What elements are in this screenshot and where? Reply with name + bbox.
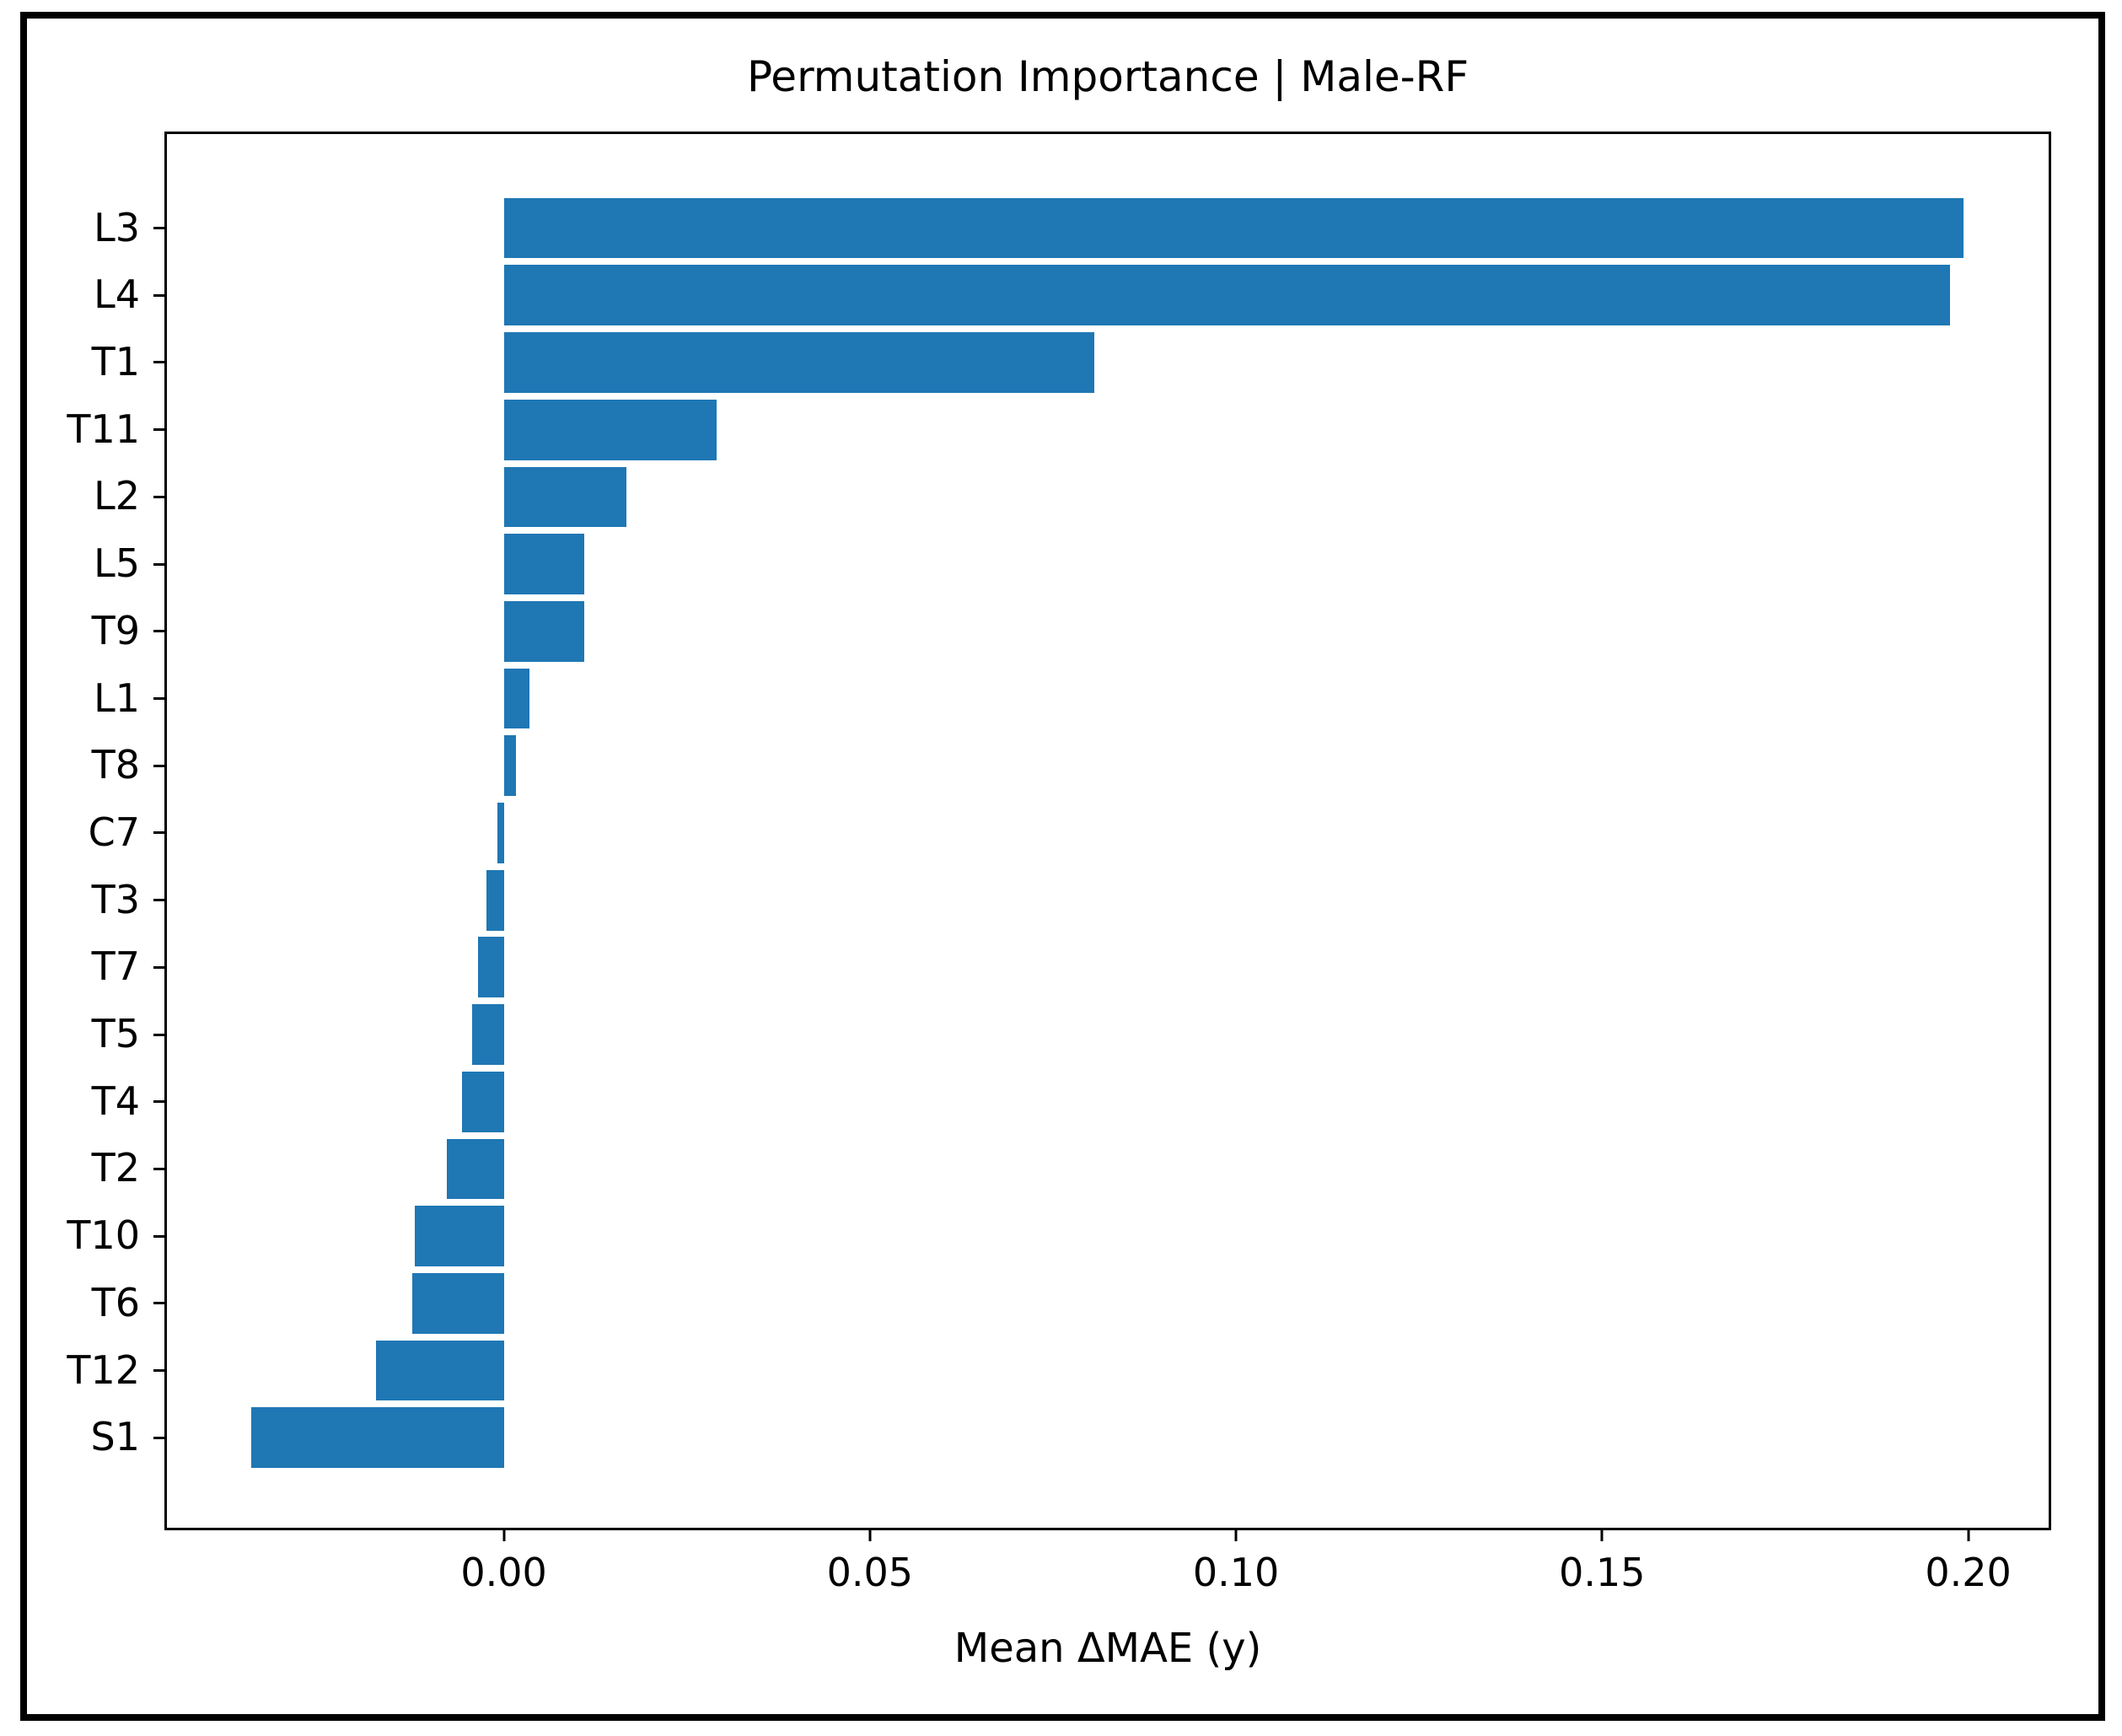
y-tick-L3 — [153, 227, 168, 230]
y-tick-T3 — [153, 899, 168, 902]
x-tick-0.05 — [868, 1527, 872, 1541]
plot-area: L3 L4 T1 T11 L2 L5 T9 L1 T8 C7 T3 T7 T5 T4 T2 T10 T6 T12 S… — [67, 131, 2052, 1592]
bar-T6 — [411, 1273, 504, 1334]
y-tick-label-L3: L3 — [94, 204, 141, 250]
y-tick-label-T2: T2 — [91, 1145, 141, 1191]
x-tick-0.10 — [1234, 1527, 1238, 1541]
y-tick-label-L2: L2 — [94, 473, 141, 519]
y-tick-label-T10: T10 — [67, 1212, 141, 1259]
y-tick-label-T8: T8 — [91, 742, 141, 788]
y-tick-label-T1: T1 — [91, 339, 141, 385]
y-tick-T8 — [153, 764, 168, 767]
y-tick-T4 — [153, 1100, 168, 1104]
bar-L2 — [503, 466, 627, 528]
y-tick-L1 — [153, 697, 168, 701]
bar-T10 — [414, 1206, 504, 1267]
y-tick-L4 — [153, 293, 168, 297]
y-tick-S1 — [153, 1436, 168, 1439]
chart-title: Permutation Importance | Male-RF — [746, 52, 1469, 101]
y-tick-label-T9: T9 — [91, 607, 141, 653]
bar-L4 — [503, 265, 1950, 326]
y-tick-T10 — [153, 1234, 168, 1238]
bar-T9 — [503, 600, 585, 662]
y-tick-T2 — [153, 1167, 168, 1170]
bar-T8 — [503, 735, 517, 797]
x-tick-label-0.15: 0.15 — [1559, 1549, 1646, 1595]
y-tick-label-T3: T3 — [91, 876, 141, 922]
bar-L5 — [503, 534, 585, 594]
bar-C7 — [497, 803, 504, 863]
x-tick-0.15 — [1600, 1527, 1604, 1541]
y-tick-C7 — [153, 831, 168, 835]
bar-L3 — [503, 197, 1964, 259]
figure-border — [20, 12, 2105, 1721]
y-tick-L2 — [153, 495, 168, 498]
bar-T4 — [462, 1071, 504, 1132]
y-tick-label-T12: T12 — [67, 1346, 141, 1393]
bar-T12 — [375, 1340, 504, 1401]
y-tick-label-T5: T5 — [91, 1011, 141, 1057]
y-tick-L5 — [153, 562, 168, 566]
y-tick-T11 — [153, 428, 168, 432]
bar-T3 — [486, 869, 504, 931]
y-tick-label-L4: L4 — [94, 271, 141, 318]
x-tick-label-0.00: 0.00 — [460, 1549, 547, 1595]
bar-T5 — [472, 1004, 504, 1065]
bar-T11 — [503, 399, 717, 460]
x-tick-0.20 — [1967, 1527, 1970, 1541]
bar-L1 — [503, 668, 529, 729]
x-tick-label-0.10: 0.10 — [1192, 1549, 1280, 1595]
x-tick-label-0.20: 0.20 — [1925, 1549, 2012, 1595]
y-tick-T9 — [153, 630, 168, 633]
bar-T7 — [478, 937, 504, 998]
y-tick-T7 — [153, 965, 168, 969]
bar-S1 — [250, 1407, 504, 1469]
y-tick-label-S1: S1 — [90, 1414, 141, 1460]
y-tick-label-C7: C7 — [88, 809, 141, 856]
bar-T2 — [446, 1138, 504, 1200]
y-tick-label-T11: T11 — [67, 406, 141, 452]
y-tick-T5 — [153, 1033, 168, 1036]
x-tick-0.00 — [502, 1527, 506, 1541]
x-tick-label-0.05: 0.05 — [826, 1549, 914, 1595]
bar-T1 — [503, 332, 1095, 393]
y-tick-T6 — [153, 1302, 168, 1305]
y-tick-label-L5: L5 — [94, 540, 141, 587]
y-tick-label-L1: L1 — [94, 675, 141, 721]
y-tick-label-T4: T4 — [91, 1078, 141, 1124]
x-axis-label: Mean ΔMAE (y) — [954, 1625, 1262, 1673]
y-tick-T1 — [153, 361, 168, 364]
y-tick-label-T6: T6 — [91, 1279, 141, 1325]
y-tick-label-T7: T7 — [91, 943, 141, 990]
y-tick-T12 — [153, 1369, 168, 1373]
